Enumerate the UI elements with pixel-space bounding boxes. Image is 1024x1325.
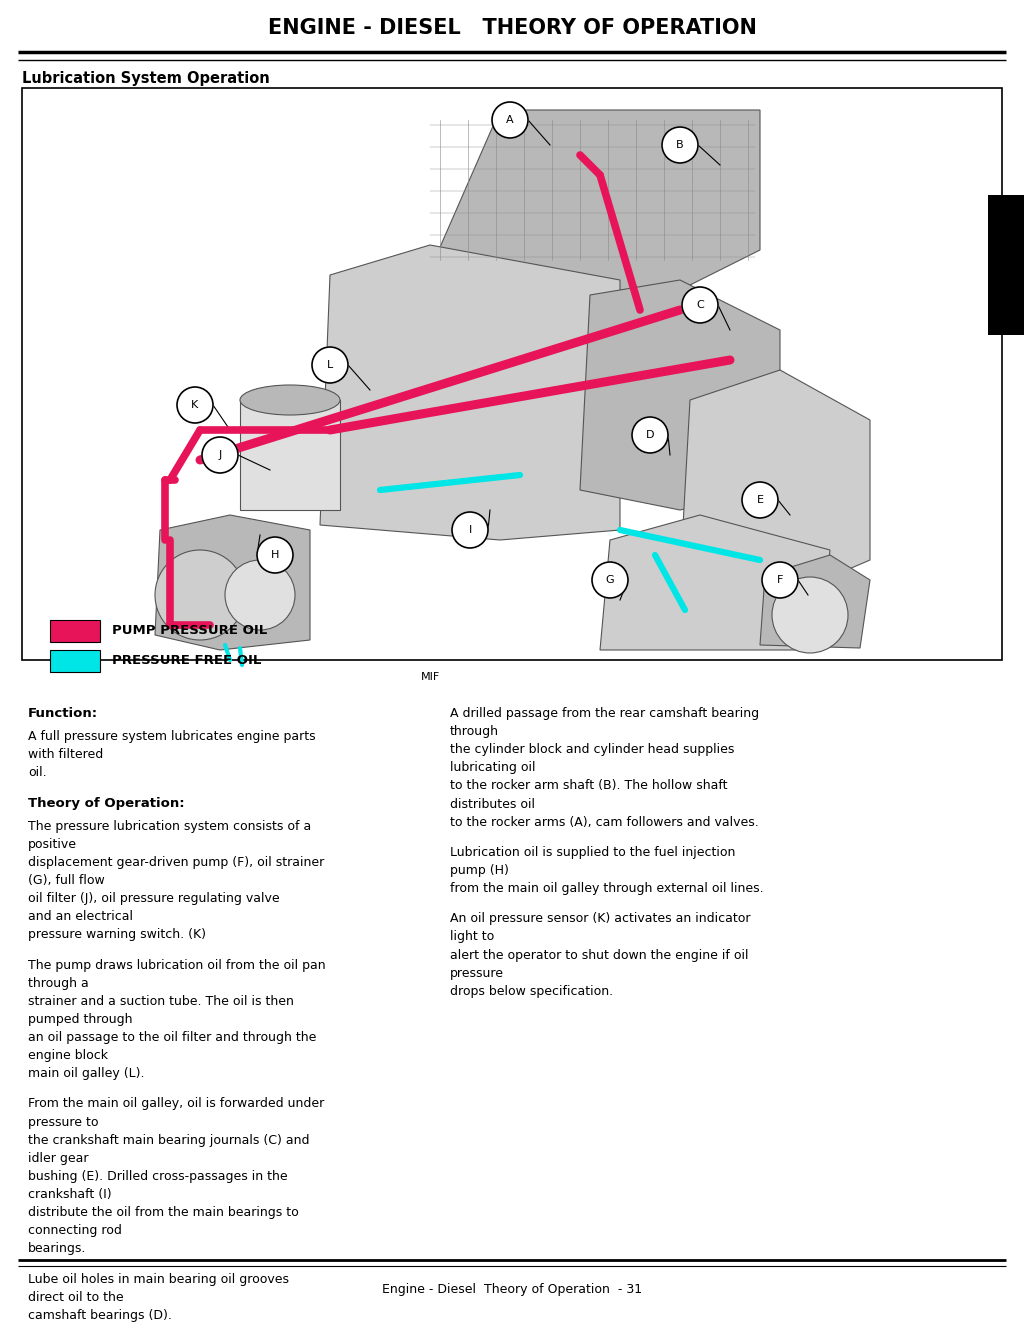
Text: oil filter (J), oil pressure regulating valve: oil filter (J), oil pressure regulating …	[28, 892, 280, 905]
Text: lubricating oil: lubricating oil	[450, 762, 536, 774]
Polygon shape	[580, 280, 780, 510]
Text: bushing (E). Drilled cross-passages in the: bushing (E). Drilled cross-passages in t…	[28, 1170, 288, 1183]
Text: crankshaft (I): crankshaft (I)	[28, 1189, 112, 1200]
Text: Lubrication oil is supplied to the fuel injection: Lubrication oil is supplied to the fuel …	[450, 845, 735, 859]
Text: B: B	[676, 140, 684, 150]
Text: A full pressure system lubricates engine parts: A full pressure system lubricates engine…	[28, 730, 315, 743]
Text: displacement gear-driven pump (F), oil strainer: displacement gear-driven pump (F), oil s…	[28, 856, 325, 869]
Text: From the main oil galley, oil is forwarded under: From the main oil galley, oil is forward…	[28, 1097, 325, 1110]
Circle shape	[177, 387, 213, 423]
Polygon shape	[430, 110, 760, 290]
Bar	[240, 400, 340, 510]
Circle shape	[762, 562, 798, 598]
Circle shape	[632, 417, 668, 453]
Text: through a: through a	[28, 977, 89, 990]
Text: camshaft bearings (D).: camshaft bearings (D).	[28, 1309, 172, 1322]
Circle shape	[742, 482, 778, 518]
Bar	[50, 651, 100, 672]
Text: and an electrical: and an electrical	[28, 910, 133, 924]
Circle shape	[662, 127, 698, 163]
Text: main oil galley (L).: main oil galley (L).	[28, 1067, 144, 1080]
Circle shape	[682, 288, 718, 323]
Text: direct oil to the: direct oil to the	[28, 1291, 124, 1304]
Circle shape	[155, 550, 245, 640]
Text: oil.: oil.	[28, 766, 47, 779]
Text: J: J	[218, 451, 221, 460]
Text: (G), full flow: (G), full flow	[28, 874, 104, 886]
Bar	[24, 90, 1000, 659]
Text: bearings.: bearings.	[28, 1243, 86, 1255]
Polygon shape	[680, 370, 870, 590]
Text: with filtered: with filtered	[28, 749, 103, 762]
Circle shape	[312, 347, 348, 383]
Text: the cylinder block and cylinder head supplies: the cylinder block and cylinder head sup…	[450, 743, 734, 757]
Text: Engine - Diesel  Theory of Operation  - 31: Engine - Diesel Theory of Operation - 31	[382, 1284, 642, 1296]
Text: pressure: pressure	[450, 967, 504, 979]
Circle shape	[452, 511, 488, 549]
Text: L: L	[327, 360, 333, 370]
Polygon shape	[760, 555, 870, 648]
Text: positive: positive	[28, 837, 77, 851]
Text: distributes oil: distributes oil	[450, 798, 535, 811]
Text: Lube oil holes in main bearing oil grooves: Lube oil holes in main bearing oil groov…	[28, 1272, 289, 1285]
Circle shape	[772, 576, 848, 653]
Text: pressure to: pressure to	[28, 1116, 98, 1129]
Text: light to: light to	[450, 930, 495, 943]
Polygon shape	[319, 245, 620, 541]
Text: D: D	[646, 431, 654, 440]
Text: pressure warning switch. (K): pressure warning switch. (K)	[28, 929, 206, 941]
Text: from the main oil galley through external oil lines.: from the main oil galley through externa…	[450, 882, 764, 896]
Circle shape	[592, 562, 628, 598]
Bar	[50, 620, 100, 643]
Text: idler gear: idler gear	[28, 1151, 88, 1165]
Text: pumped through: pumped through	[28, 1012, 132, 1026]
Polygon shape	[155, 515, 310, 651]
Text: to the rocker arms (A), cam followers and valves.: to the rocker arms (A), cam followers an…	[450, 816, 759, 828]
Circle shape	[202, 437, 238, 473]
Text: E: E	[757, 496, 764, 505]
Text: connecting rod: connecting rod	[28, 1224, 122, 1238]
Circle shape	[257, 537, 293, 572]
Circle shape	[225, 560, 295, 629]
Text: alert the operator to shut down the engine if oil: alert the operator to shut down the engi…	[450, 949, 749, 962]
Text: drops below specification.: drops below specification.	[450, 984, 613, 998]
Text: A: A	[506, 115, 514, 125]
Text: The pump draws lubrication oil from the oil pan: The pump draws lubrication oil from the …	[28, 958, 326, 971]
Text: PUMP PRESSURE OIL: PUMP PRESSURE OIL	[112, 624, 267, 637]
Text: pump (H): pump (H)	[450, 864, 509, 877]
Text: Theory of Operation:: Theory of Operation:	[28, 796, 184, 810]
Polygon shape	[600, 515, 830, 651]
Text: I: I	[468, 525, 472, 535]
Text: F: F	[777, 575, 783, 586]
Text: through: through	[450, 725, 499, 738]
Text: The pressure lubrication system consists of a: The pressure lubrication system consists…	[28, 820, 311, 832]
Bar	[22, 87, 1002, 660]
Bar	[988, 195, 1024, 335]
Text: distribute the oil from the main bearings to: distribute the oil from the main bearing…	[28, 1206, 299, 1219]
Circle shape	[492, 102, 528, 138]
Text: MIF: MIF	[421, 672, 439, 682]
Text: A drilled passage from the rear camshaft bearing: A drilled passage from the rear camshaft…	[450, 708, 759, 719]
Text: an oil passage to the oil filter and through the: an oil passage to the oil filter and thr…	[28, 1031, 316, 1044]
Text: ENGINE - DIESEL   THEORY OF OPERATION: ENGINE - DIESEL THEORY OF OPERATION	[267, 19, 757, 38]
Text: the crankshaft main bearing journals (C) and: the crankshaft main bearing journals (C)…	[28, 1134, 309, 1146]
Text: An oil pressure sensor (K) activates an indicator: An oil pressure sensor (K) activates an …	[450, 912, 751, 925]
Text: K: K	[191, 400, 199, 409]
Text: strainer and a suction tube. The oil is then: strainer and a suction tube. The oil is …	[28, 995, 294, 1008]
Ellipse shape	[240, 386, 340, 415]
Text: to the rocker arm shaft (B). The hollow shaft: to the rocker arm shaft (B). The hollow …	[450, 779, 727, 792]
Text: PRESSURE FREE OIL: PRESSURE FREE OIL	[112, 655, 261, 668]
Text: H: H	[270, 550, 280, 560]
Text: engine block: engine block	[28, 1049, 108, 1063]
Text: C: C	[696, 299, 703, 310]
Text: G: G	[605, 575, 614, 586]
Text: Function:: Function:	[28, 708, 98, 719]
Text: Lubrication System Operation: Lubrication System Operation	[22, 70, 269, 86]
